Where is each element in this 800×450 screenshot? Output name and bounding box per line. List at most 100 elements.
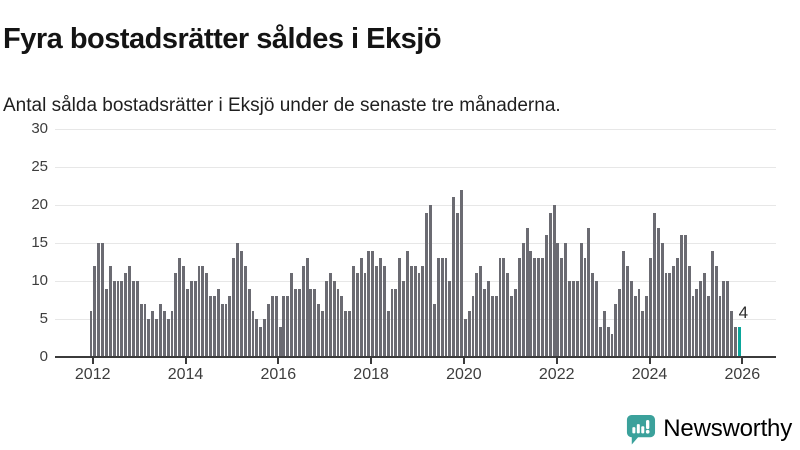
bar <box>409 265 413 357</box>
bar <box>625 265 629 357</box>
x-axis-tick <box>370 358 373 364</box>
bar <box>552 205 556 357</box>
bar <box>378 258 382 357</box>
bar <box>714 265 718 357</box>
bar <box>243 265 247 357</box>
bar <box>139 303 143 357</box>
bar <box>197 265 201 357</box>
y-axis-label: 0 <box>39 348 48 365</box>
y-axis-label: 20 <box>31 196 48 213</box>
bar <box>182 265 186 357</box>
x-axis-label: 2020 <box>446 366 482 383</box>
bar <box>610 334 614 357</box>
bar <box>174 273 178 357</box>
bar <box>344 311 348 357</box>
newsworthy-logo[interactable]: Newsworthy <box>625 410 792 448</box>
bar <box>220 303 224 357</box>
bar <box>564 243 568 357</box>
bar <box>101 243 104 357</box>
bar <box>104 288 108 357</box>
bar <box>506 273 510 357</box>
bar <box>402 281 405 357</box>
bar <box>537 258 541 357</box>
chart-subtitle: Antal sålda bostadsrätter i Eksjö under … <box>3 95 561 116</box>
bar <box>355 273 359 357</box>
bar <box>703 273 707 357</box>
bar <box>205 273 209 357</box>
bar <box>108 265 112 357</box>
bar <box>676 258 680 357</box>
bar <box>660 243 664 357</box>
bar <box>629 281 633 357</box>
bar <box>274 296 278 357</box>
bar <box>116 281 120 357</box>
bar <box>201 265 205 357</box>
bar <box>734 326 737 357</box>
bar <box>618 288 622 357</box>
bar <box>587 227 591 357</box>
bar <box>151 311 155 357</box>
bar <box>467 311 471 357</box>
bar <box>297 288 301 357</box>
bar <box>699 281 703 357</box>
bar <box>336 288 340 357</box>
bar <box>444 258 448 357</box>
bar <box>556 243 560 357</box>
bar <box>224 303 228 357</box>
bar <box>602 311 606 357</box>
bar <box>348 311 351 357</box>
bar <box>278 326 282 357</box>
bar <box>120 281 124 357</box>
bar <box>282 296 286 357</box>
bar <box>579 243 583 357</box>
bar <box>436 258 440 357</box>
x-axis-label: 2012 <box>74 366 111 383</box>
bar <box>97 243 101 357</box>
bar <box>637 288 641 357</box>
bar <box>502 258 506 357</box>
y-axis-label: 15 <box>31 234 48 251</box>
bar <box>270 296 274 357</box>
x-axis-tick <box>462 358 465 364</box>
bar <box>460 189 463 357</box>
bar <box>170 311 174 357</box>
bar <box>286 296 290 357</box>
bars-layer <box>89 129 744 357</box>
bar <box>128 265 131 357</box>
x-axis-tick <box>277 358 280 364</box>
bar <box>622 250 625 357</box>
bar <box>452 197 456 357</box>
bar <box>471 296 475 357</box>
bar <box>321 311 324 357</box>
x-axis-label: 2024 <box>631 366 668 383</box>
x-axis-tick <box>555 358 558 364</box>
bar <box>213 296 216 357</box>
bar <box>413 265 417 357</box>
bar <box>228 296 232 357</box>
gridline <box>55 243 776 244</box>
bar <box>216 288 220 357</box>
x-axis-tick <box>648 358 651 364</box>
bar <box>351 265 355 357</box>
bar <box>263 319 267 357</box>
bar <box>131 281 135 357</box>
bar <box>494 296 498 357</box>
bar <box>328 273 332 357</box>
bar <box>255 319 259 357</box>
bar-chart: 0 5 10 15 20 25 30 2012 2014 2016 2018 2020 2022 202… <box>0 112 800 412</box>
bar <box>614 303 618 357</box>
bar <box>305 258 309 357</box>
bar <box>726 281 730 357</box>
bar <box>687 265 691 357</box>
bar <box>425 212 429 357</box>
x-axis-tick <box>184 358 187 364</box>
bar <box>707 296 710 357</box>
bar <box>417 273 421 357</box>
newsworthy-logo-text: Newsworthy <box>663 415 792 442</box>
bar <box>533 258 537 357</box>
x-axis-line <box>55 356 776 358</box>
bar <box>236 243 240 357</box>
bar <box>294 288 297 357</box>
bar <box>710 250 714 357</box>
bar <box>487 281 490 357</box>
